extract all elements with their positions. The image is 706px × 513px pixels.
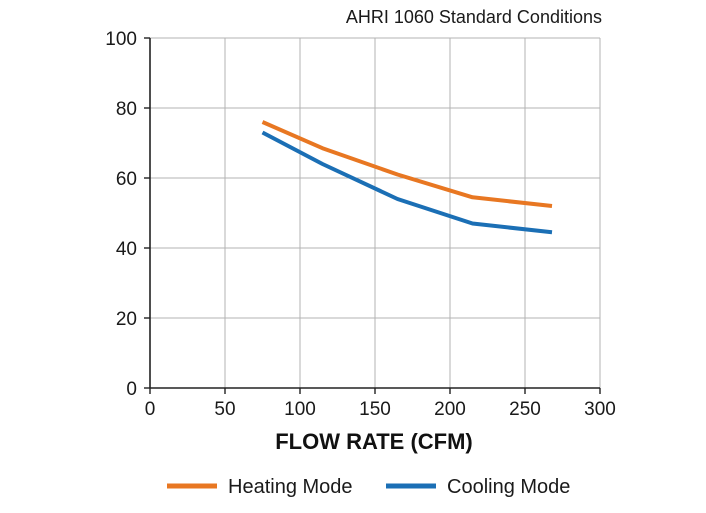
x-axis-label: FLOW RATE (CFM) (275, 429, 473, 454)
y-tick-label: 100 (105, 29, 137, 50)
tick-labels: 0 50 100 150 200 250 300 0 20 40 60 80 100 (105, 29, 616, 420)
legend-label-cooling: Cooling Mode (447, 476, 570, 498)
x-tick-label: 150 (359, 399, 391, 420)
series-lines (261, 120, 553, 235)
y-tick-label: 80 (116, 99, 137, 120)
x-tick-label: 200 (434, 399, 466, 420)
x-tick-label: 100 (284, 399, 316, 420)
x-tick-label: 50 (214, 399, 235, 420)
chart-title: AHRI 1060 Standard Conditions (346, 7, 602, 27)
y-tick-label: 60 (116, 169, 137, 190)
x-tick-label: 300 (584, 399, 616, 420)
y-tick-label: 20 (116, 309, 137, 330)
series-line-heating (261, 120, 553, 208)
grid (150, 37, 601, 388)
legend-label-heating: Heating Mode (228, 476, 353, 498)
y-tick-label: 0 (126, 379, 137, 400)
x-tick-label: 0 (145, 399, 156, 420)
axes (144, 37, 601, 394)
series-line-cooling (261, 130, 553, 235)
x-tick-label: 250 (509, 399, 541, 420)
legend: Heating Mode Cooling Mode (167, 476, 570, 498)
y-tick-label: 40 (116, 239, 137, 260)
